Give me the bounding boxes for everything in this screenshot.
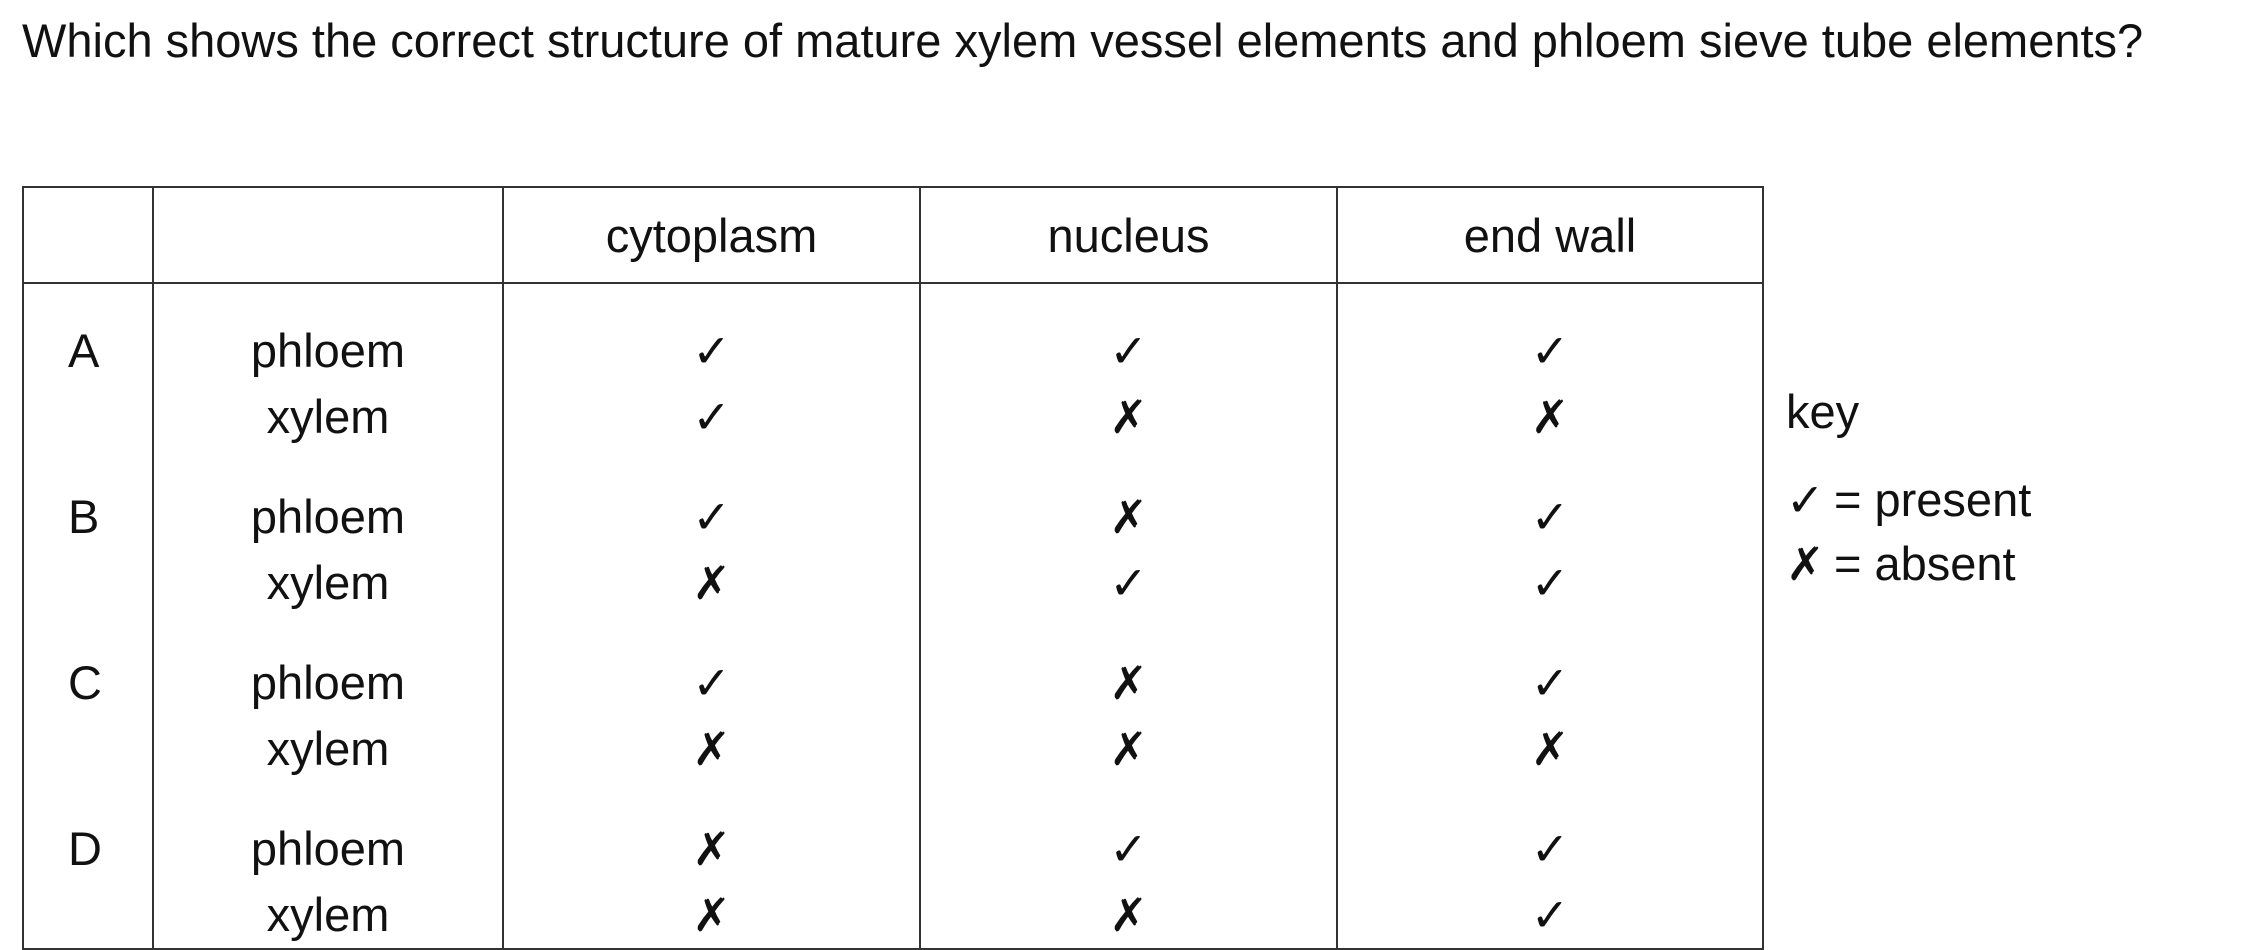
option-letter: C xyxy=(68,656,102,709)
cytoplasm-xylem-mark: ✗ xyxy=(692,722,731,776)
end-wall-phloem-mark: ✓ xyxy=(1530,324,1570,378)
nucleus-phloem-mark: ✗ xyxy=(1109,656,1148,710)
cytoplasm-phloem-mark: ✓ xyxy=(692,656,731,710)
tissue-xylem: xylem xyxy=(266,722,390,775)
option-letter: A xyxy=(68,324,100,377)
cross-icon: ✗ xyxy=(1786,537,1825,591)
cytoplasm-phloem-mark: ✗ xyxy=(692,822,731,876)
nucleus-cell: ✗ ✗ xyxy=(919,616,1338,782)
tissue-cell: phloem xylem xyxy=(152,283,504,450)
cytoplasm-cell: ✓ ✗ xyxy=(502,616,921,782)
tissue-xylem: xylem xyxy=(266,390,390,443)
end-wall-xylem-mark: ✗ xyxy=(1530,722,1570,776)
option-letter: D xyxy=(68,822,102,875)
key-title: key xyxy=(1786,385,1860,438)
nucleus-xylem-mark: ✗ xyxy=(1109,722,1148,776)
header-end-wall: end wall xyxy=(1336,186,1764,284)
end-wall-xylem-mark: ✓ xyxy=(1530,556,1570,610)
nucleus-cell: ✓ ✗ xyxy=(919,283,1338,450)
key-present-row: ✓ = present xyxy=(1786,468,2031,532)
option-letter-cell: B xyxy=(22,450,154,616)
check-icon: ✓ xyxy=(1786,473,1825,527)
header-cytoplasm: cytoplasm xyxy=(502,186,921,284)
option-row-a: A phloem xylem ✓ ✓ ✓ ✗ ✓ ✗ xyxy=(22,283,1764,450)
nucleus-cell: ✓ ✗ xyxy=(919,782,1338,950)
end-wall-phloem-mark: ✓ xyxy=(1530,490,1570,544)
end-wall-cell: ✓ ✗ xyxy=(1336,283,1764,450)
nucleus-cell: ✗ ✓ xyxy=(919,450,1338,616)
header-nucleus: nucleus xyxy=(919,186,1338,284)
header-option xyxy=(22,186,154,284)
cytoplasm-phloem-mark: ✓ xyxy=(692,324,731,378)
end-wall-phloem-mark: ✓ xyxy=(1530,822,1570,876)
end-wall-phloem-mark: ✓ xyxy=(1530,656,1570,710)
end-wall-xylem-mark: ✓ xyxy=(1530,888,1570,942)
tissue-phloem: phloem xyxy=(250,822,406,875)
option-letter: B xyxy=(68,490,100,543)
nucleus-phloem-mark: ✓ xyxy=(1109,822,1148,876)
option-letter-cell: C xyxy=(22,616,154,782)
tissue-phloem: phloem xyxy=(250,490,406,543)
nucleus-phloem-mark: ✓ xyxy=(1109,324,1148,378)
cytoplasm-cell: ✓ ✓ xyxy=(502,283,921,450)
end-wall-cell: ✓ ✓ xyxy=(1336,782,1764,950)
option-letter-cell: D xyxy=(22,782,154,950)
key-absent-row: ✗ = absent xyxy=(1786,532,2031,596)
tissue-cell: phloem xylem xyxy=(152,616,504,782)
nucleus-xylem-mark: ✗ xyxy=(1109,888,1148,942)
nucleus-xylem-mark: ✗ xyxy=(1109,390,1148,444)
header-row: cytoplasm nucleus end wall xyxy=(22,186,1764,284)
option-letter-cell: A xyxy=(22,283,154,450)
cytoplasm-phloem-mark: ✓ xyxy=(692,490,731,544)
tissue-cell: phloem xylem xyxy=(152,782,504,950)
nucleus-phloem-mark: ✗ xyxy=(1109,490,1148,544)
option-row-d: D phloem xylem ✗ ✗ ✓ ✗ ✓ ✓ xyxy=(22,782,1764,950)
cytoplasm-xylem-mark: ✗ xyxy=(692,556,731,610)
end-wall-cell: ✓ ✓ xyxy=(1336,450,1764,616)
cytoplasm-xylem-mark: ✓ xyxy=(692,390,731,444)
end-wall-cell: ✓ ✗ xyxy=(1336,616,1764,782)
end-wall-xylem-mark: ✗ xyxy=(1530,390,1570,444)
tissue-phloem: phloem xyxy=(250,656,406,709)
key-absent-label: = absent xyxy=(1834,537,2016,590)
cytoplasm-cell: ✓ ✗ xyxy=(502,450,921,616)
key-legend: key ✓ = present ✗ = absent xyxy=(1786,380,2031,596)
option-row-c: C phloem xylem ✓ ✗ ✗ ✗ ✓ ✗ xyxy=(22,616,1764,782)
cytoplasm-cell: ✗ ✗ xyxy=(502,782,921,950)
nucleus-xylem-mark: ✓ xyxy=(1109,556,1148,610)
option-row-b: B phloem xylem ✓ ✗ ✗ ✓ ✓ ✓ xyxy=(22,450,1764,616)
cytoplasm-xylem-mark: ✗ xyxy=(692,888,731,942)
tissue-xylem: xylem xyxy=(266,888,390,941)
question-text: Which shows the correct structure of mat… xyxy=(22,14,2144,67)
answer-table: cytoplasm nucleus end wall A phloem xylem… xyxy=(22,186,1764,950)
header-tissue xyxy=(152,186,504,284)
tissue-phloem: phloem xyxy=(250,324,406,377)
key-present-label: = present xyxy=(1834,473,2032,526)
tissue-xylem: xylem xyxy=(266,556,390,609)
tissue-cell: phloem xylem xyxy=(152,450,504,616)
